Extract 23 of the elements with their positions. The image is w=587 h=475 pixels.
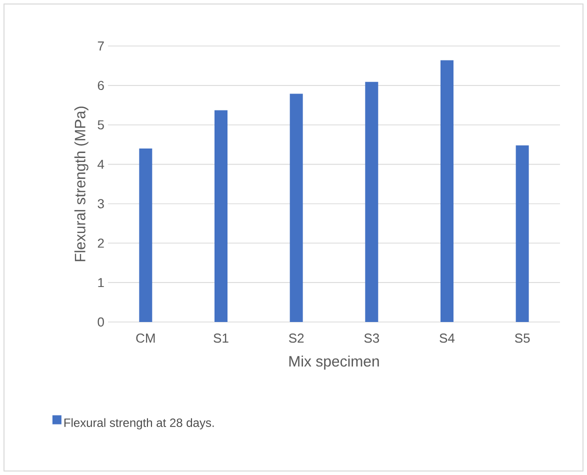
bar	[214, 110, 228, 322]
y-tick-label: 7	[98, 42, 104, 50]
x-tick-label: CM	[136, 334, 155, 343]
y-tick-label: 3	[98, 199, 104, 208]
x-tick-label: S2	[288, 334, 304, 343]
bar	[440, 60, 454, 322]
bar	[516, 145, 529, 322]
y-tick-label: 6	[98, 80, 104, 90]
x-tick-label: S5	[514, 334, 530, 343]
y-tick-label: 2	[98, 238, 104, 248]
bar	[139, 148, 152, 322]
x-axis-title: Mix specimen	[289, 356, 379, 370]
y-axis-title: Flexural strength (MPa)	[74, 106, 88, 262]
x-tick-label: S4	[440, 334, 455, 343]
bar	[365, 82, 378, 322]
y-tick-label: 0	[98, 317, 104, 327]
y-tick-label: 4	[98, 160, 104, 169]
x-tick-label: S1	[214, 334, 228, 343]
legend-label: Flexural strength at 28 days.	[64, 418, 214, 430]
x-tick-label: S3	[364, 334, 380, 343]
y-tick-label: 1	[98, 278, 104, 288]
y-tick-label: 5	[98, 120, 104, 130]
bar	[290, 94, 303, 322]
